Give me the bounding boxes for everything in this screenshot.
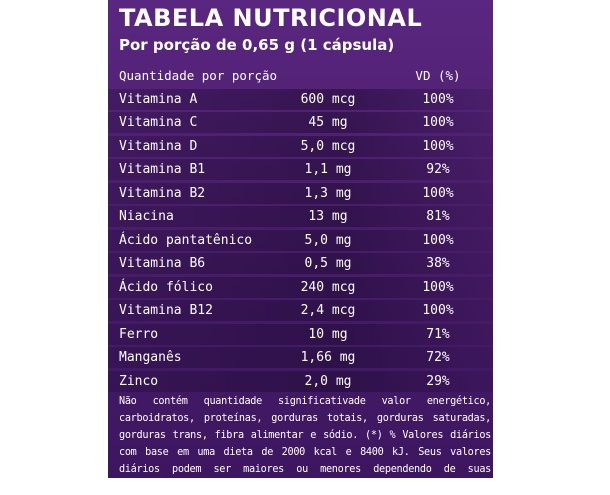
nutrient-name: Vitamina D (119, 138, 198, 154)
nutrient-daily-value: 100% (422, 232, 454, 248)
table-row: Vitamina A 600 mcg 100% (108, 88, 493, 111)
table-row: Vitamina B1 1,1 mg 92% (108, 158, 493, 181)
nutrient-name: Manganês (119, 350, 182, 365)
nutrient-amount: 45 mg (308, 115, 348, 130)
table-row: Vitamina B12 2,4 mcg 100% (108, 299, 493, 322)
nutrient-daily-value: 100% (422, 185, 454, 201)
nutrient-amount: 13 mg (308, 209, 348, 224)
nutrient-name: Vitamina C (119, 115, 198, 130)
nutrient-daily-value: 71% (426, 326, 450, 342)
table-header-row: Quantidade por porção VD (%) (108, 64, 493, 87)
table-row: Ácido pantatênico 5,0 mg 100% (108, 229, 493, 252)
nutrient-amount: 5,0 mg (304, 232, 352, 248)
nutrient-name: Vitamina B6 (119, 256, 206, 271)
nutrition-label-panel: TABELA NUTRICIONAL Por porção de 0,65 g … (108, 0, 493, 492)
header-quantity-per-serving: Quantidade por porção (119, 68, 278, 83)
nutrient-daily-value: 100% (422, 138, 454, 154)
nutrient-name: Niacina (119, 209, 174, 224)
serving-size-subtitle: Por porção de 0,65 g (1 cápsula) (119, 36, 395, 54)
table-row: Vitamina C 45 mg 100% (108, 111, 493, 134)
nutrition-table: Quantidade por porção VD (%) Vitamina A 6… (108, 64, 493, 393)
nutrient-name: Ferro (119, 326, 159, 342)
nutrient-daily-value: 92% (426, 162, 450, 177)
nutrient-name: Ácido fólico (119, 279, 213, 295)
nutrient-amount: 2,0 mg (304, 373, 352, 389)
table-row: Ferro 10 mg 71% (108, 323, 493, 346)
nutrient-daily-value: 29% (426, 373, 450, 389)
nutrient-daily-value: 100% (422, 91, 454, 107)
nutrient-amount: 10 mg (308, 326, 348, 342)
nutrient-name: Ácido pantatênico (119, 232, 253, 248)
nutrient-name: Vitamina B12 (119, 303, 213, 318)
table-row: Vitamina B6 0,5 mg 38% (108, 252, 493, 275)
table-row: Ácido fólico 240 mcg 100% (108, 276, 493, 299)
footnote: Não contém quantidade significativade va… (119, 396, 491, 492)
nutrient-amount: 0,5 mg (304, 256, 352, 271)
nutrient-amount: 1,1 mg (304, 162, 352, 177)
header-daily-value: VD (%) (415, 68, 461, 83)
nutrient-daily-value: 100% (422, 303, 454, 318)
nutrient-amount: 2,4 mcg (300, 303, 356, 318)
nutrient-daily-value: 100% (422, 279, 454, 295)
nutrient-amount: 1,3 mg (304, 185, 352, 201)
label-title: TABELA NUTRICIONAL (119, 4, 423, 32)
table-row: Vitamina B2 1,3 mg 100% (108, 182, 493, 205)
table-row: Zinco 2,0 mg 29% (108, 370, 493, 393)
nutrient-name: Vitamina B2 (119, 185, 206, 201)
nutrient-daily-value: 100% (422, 115, 454, 130)
table-row: Niacina 13 mg 81% (108, 205, 493, 228)
nutrient-amount: 1,66 mg (300, 350, 356, 365)
nutrient-daily-value: 38% (426, 256, 450, 271)
nutrient-amount: 600 mcg (300, 91, 356, 107)
table-row: Vitamina D 5,0 mcg 100% (108, 135, 493, 158)
nutrient-name: Vitamina B1 (119, 162, 206, 177)
nutrient-daily-value: 81% (426, 209, 450, 224)
nutrient-amount: 240 mcg (300, 279, 356, 295)
nutrient-daily-value: 72% (426, 350, 450, 365)
nutrient-name: Zinco (119, 373, 159, 389)
nutrient-name: Vitamina A (119, 91, 198, 107)
nutrient-amount: 5,0 mcg (300, 138, 356, 154)
table-row: Manganês 1,66 mg 72% (108, 346, 493, 369)
